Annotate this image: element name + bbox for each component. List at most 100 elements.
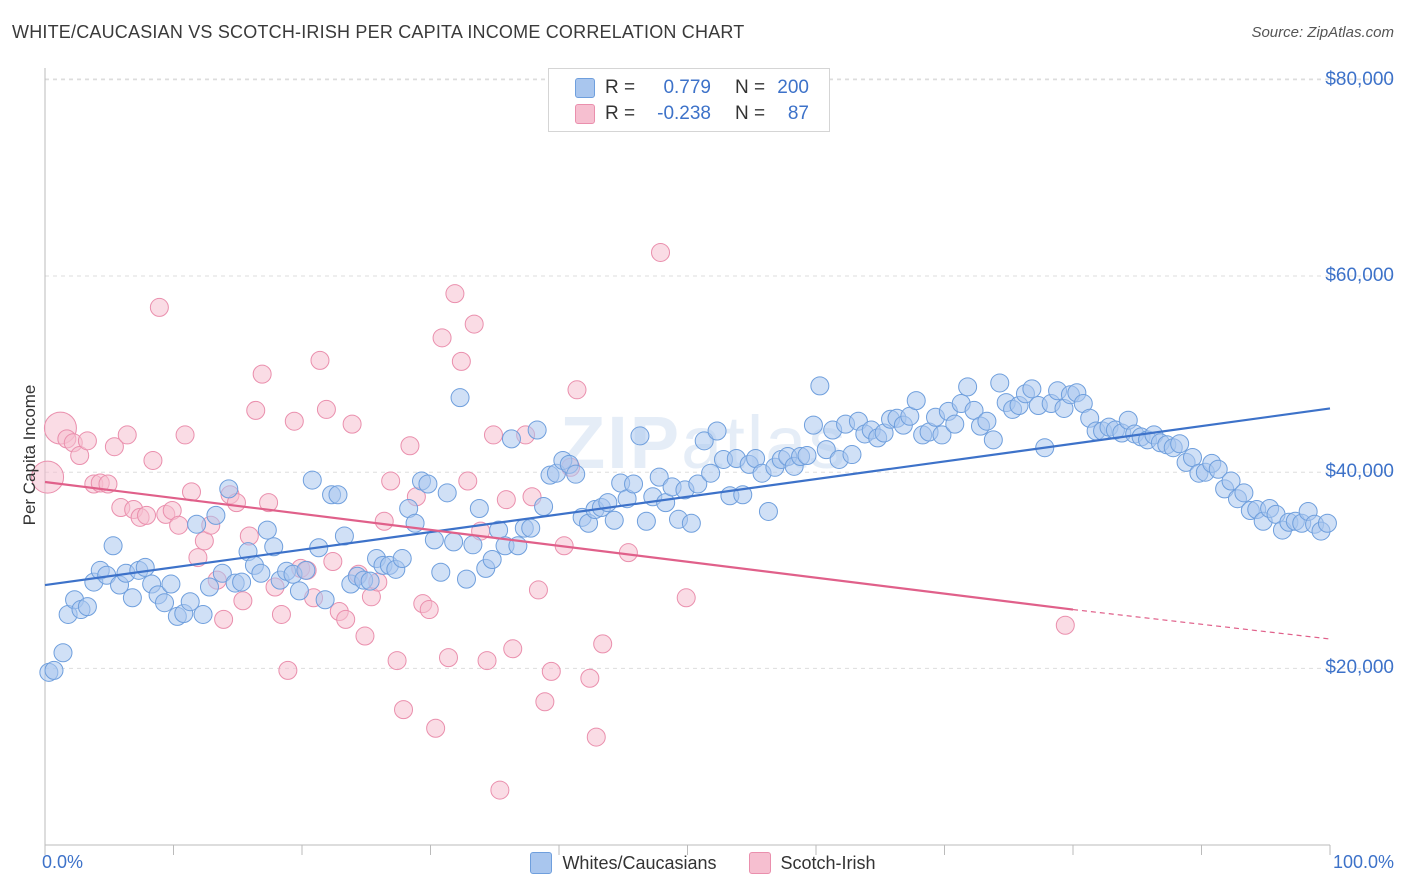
scatter-point-whites xyxy=(424,530,444,550)
scatter-point-scotch-irish xyxy=(567,380,587,400)
scatter-point-whites xyxy=(958,377,978,397)
scatter-point-whites xyxy=(135,557,155,577)
scatter-point-scotch-irish xyxy=(284,411,304,431)
scatter-point-whites xyxy=(688,474,708,494)
scatter-point-scotch-irish xyxy=(1055,615,1075,635)
scatter-point-whites xyxy=(431,562,451,582)
scatter-point-scotch-irish xyxy=(419,600,439,620)
scatter-point-whites xyxy=(694,431,714,451)
scatter-point-whites xyxy=(103,536,123,556)
scatter-point-scotch-irish xyxy=(400,436,420,456)
scatter-point-whites xyxy=(122,588,142,608)
scatter-point-scotch-irish xyxy=(259,493,279,513)
scatter-point-whites xyxy=(797,446,817,466)
scatter-point-whites xyxy=(810,376,830,396)
scatter-point-scotch-irish xyxy=(503,639,523,659)
scatter-point-scotch-irish xyxy=(143,450,163,470)
scatter-point-whites xyxy=(983,430,1003,450)
scatter-point-scotch-irish xyxy=(77,431,97,451)
scatter-point-whites xyxy=(707,421,727,441)
scatter-point-scotch-irish xyxy=(477,651,497,671)
scatter-point-whites xyxy=(437,483,457,503)
legend-n-label: N = xyxy=(735,103,766,124)
legend-label-scotch: Scotch-Irish xyxy=(780,852,876,873)
scatter-point-whites xyxy=(1208,459,1228,479)
legend-swatch-whites xyxy=(575,78,595,98)
scatter-point-scotch-irish xyxy=(374,511,394,531)
scatter-point-whites xyxy=(932,425,952,445)
x-axis-max-label: 100.0% xyxy=(1332,852,1394,872)
scatter-point-scotch-irish xyxy=(432,328,452,348)
scatter-point-scotch-irish xyxy=(593,634,613,654)
scatter-point-scotch-irish xyxy=(316,399,336,419)
scatter-point-scotch-irish xyxy=(336,609,356,629)
scatter-point-whites xyxy=(990,373,1010,393)
scatter-point-whites xyxy=(758,501,778,521)
scatter-point-whites xyxy=(1221,471,1241,491)
scatter-point-whites xyxy=(527,420,547,440)
scatter-point-whites xyxy=(945,414,965,434)
scatter-point-whites xyxy=(701,463,721,483)
legend-r-value: -0.238 xyxy=(657,103,711,124)
scatter-point-whites xyxy=(257,520,277,540)
scatter-point-whites xyxy=(187,514,207,534)
scatter-point-scotch-irish xyxy=(586,727,606,747)
scatter-point-whites xyxy=(193,604,213,624)
scatter-point-whites xyxy=(482,550,502,570)
scatter-point-scotch-irish xyxy=(387,651,407,671)
scatter-point-scotch-irish xyxy=(271,604,291,624)
scatter-point-whites xyxy=(392,549,412,569)
legend-row-scotch: R = -0.238 N = 87 xyxy=(575,102,809,126)
scatter-point-whites xyxy=(328,485,348,505)
scatter-point-whites xyxy=(289,581,309,601)
y-tick-label: $40,000 xyxy=(1325,461,1394,483)
scatter-point-whites xyxy=(816,440,836,460)
legend-n-value: 87 xyxy=(787,103,809,124)
legend-item-scotch[interactable]: Scotch-Irish xyxy=(748,852,876,874)
scatter-point-whites xyxy=(521,518,541,538)
scatter-point-scotch-irish xyxy=(278,660,298,680)
scatter-point-whites xyxy=(264,537,284,557)
scatter-point-whites xyxy=(444,532,464,552)
scatter-point-whites xyxy=(1234,483,1254,503)
legend-swatch-scotch xyxy=(575,104,595,124)
scatter-point-scotch-irish xyxy=(580,668,600,688)
scatter-point-scotch-irish xyxy=(181,482,201,502)
scatter-point-whites xyxy=(180,592,200,612)
scatter-point-scotch-irish xyxy=(394,700,414,720)
scatter-point-whites xyxy=(977,411,997,431)
scatter-point-scotch-irish xyxy=(355,626,375,646)
trend-line-scotch-irish xyxy=(44,480,1074,611)
x-axis-min-label: 0.0% xyxy=(42,852,84,872)
scatter-point-scotch-irish xyxy=(188,548,208,568)
legend-n-value: 200 xyxy=(777,77,809,98)
scatter-point-whites xyxy=(212,563,232,583)
scatter-point-whites xyxy=(53,643,73,663)
scatter-point-scotch-irish xyxy=(490,780,510,800)
scatter-point-scotch-irish xyxy=(214,609,234,629)
legend-row-whites: R = 0.779 N = 200 xyxy=(575,76,809,100)
scatter-point-scotch-irish xyxy=(541,661,561,681)
scatter-point-whites xyxy=(630,426,650,446)
scatter-point-scotch-irish xyxy=(676,588,696,608)
scatter-point-whites xyxy=(1022,379,1042,399)
scatter-point-whites xyxy=(566,464,586,484)
scatter-point-whites xyxy=(456,569,476,589)
legend-item-whites[interactable]: Whites/Caucasians xyxy=(530,852,717,874)
scatter-point-whites xyxy=(77,597,97,617)
scatter-point-whites xyxy=(199,577,219,597)
scatter-point-whites xyxy=(161,574,181,594)
scatter-point-whites xyxy=(1170,434,1190,454)
legend-r-label: R = xyxy=(605,77,636,98)
scatter-point-scotch-irish xyxy=(31,460,65,494)
scatter-point-scotch-irish xyxy=(323,551,343,571)
legend-r-label: R = xyxy=(605,103,636,124)
scatter-point-scotch-irish xyxy=(175,425,195,445)
scatter-point-scotch-irish xyxy=(342,414,362,434)
y-tick-label: $60,000 xyxy=(1325,265,1394,286)
scatter-point-scotch-irish xyxy=(445,284,465,304)
scatter-point-whites xyxy=(636,511,656,531)
scatter-point-whites xyxy=(534,497,554,517)
series-legend: Whites/Caucasians Scotch-Irish xyxy=(0,852,1406,874)
scatter-point-whites xyxy=(219,479,239,499)
